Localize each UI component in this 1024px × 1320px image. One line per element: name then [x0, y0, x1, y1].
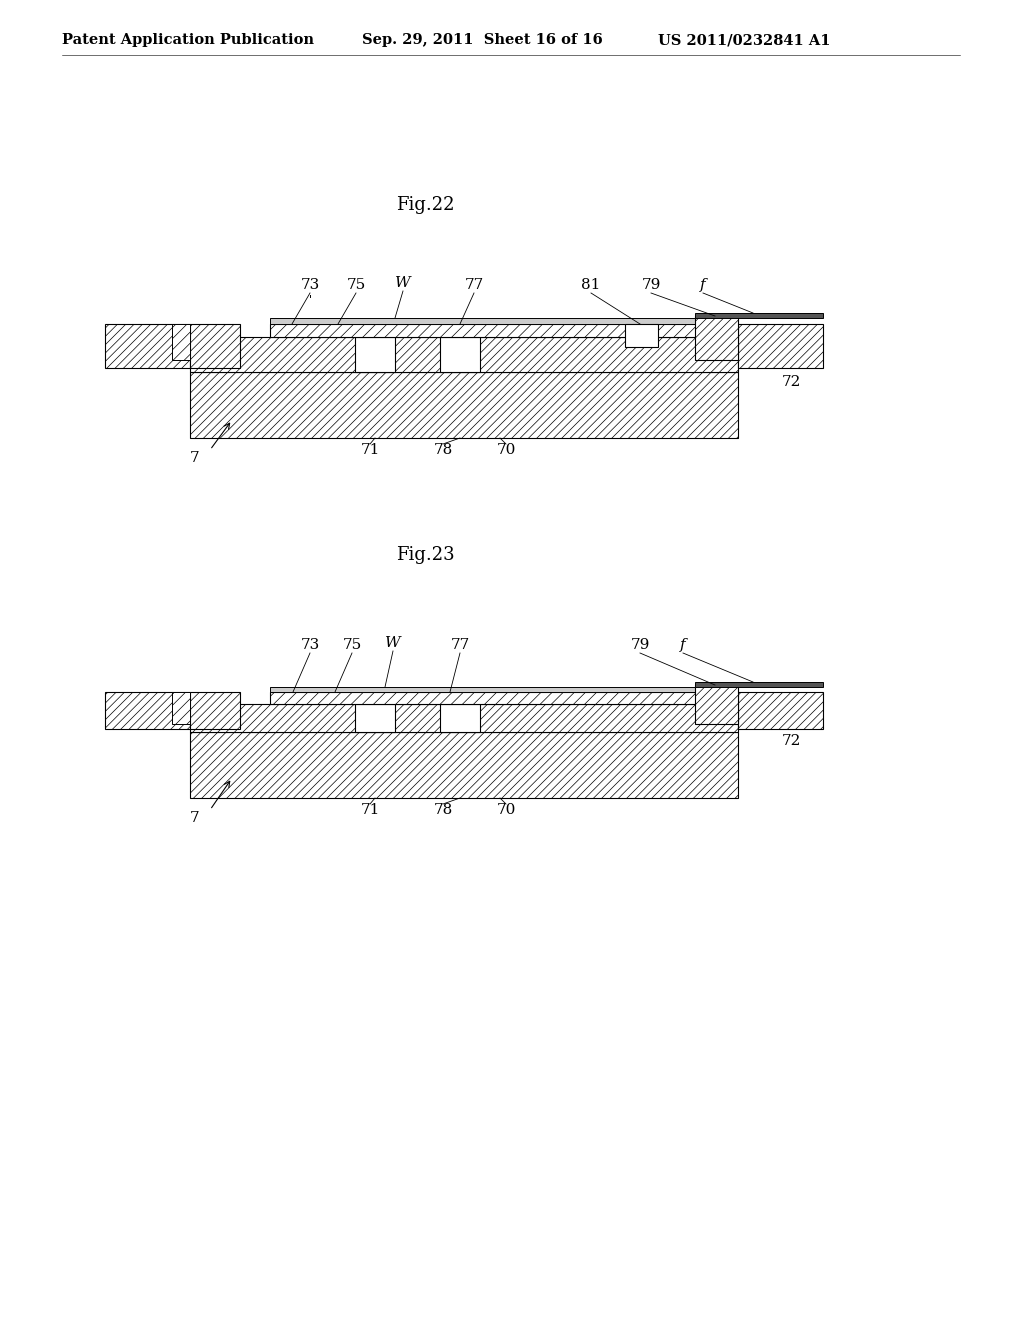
Text: 71: 71 — [360, 803, 380, 817]
Text: 77: 77 — [464, 279, 483, 292]
Bar — [738, 323, 823, 368]
Text: 75: 75 — [346, 279, 366, 292]
Text: US 2011/0232841 A1: US 2011/0232841 A1 — [658, 33, 830, 48]
Text: 77: 77 — [451, 638, 470, 652]
Bar — [190, 372, 738, 438]
Bar — [190, 323, 240, 368]
Text: 7: 7 — [190, 810, 200, 825]
Text: 70: 70 — [497, 803, 516, 817]
Bar — [270, 686, 730, 692]
Text: 78: 78 — [433, 803, 453, 817]
Bar — [172, 323, 190, 360]
Bar — [355, 337, 395, 372]
Text: 71: 71 — [360, 444, 380, 457]
Text: f: f — [700, 279, 706, 292]
Text: Fig.23: Fig.23 — [395, 546, 455, 564]
Text: Patent Application Publication: Patent Application Publication — [62, 33, 314, 48]
Bar — [695, 313, 823, 318]
Text: 7: 7 — [190, 451, 200, 465]
Bar — [270, 323, 730, 337]
Bar — [440, 704, 480, 733]
Bar — [625, 323, 658, 347]
Text: f: f — [680, 638, 686, 652]
Bar — [105, 323, 190, 368]
Text: W: W — [395, 276, 411, 290]
Text: W: W — [385, 636, 400, 649]
Text: 79: 79 — [641, 279, 660, 292]
Text: 73: 73 — [300, 279, 319, 292]
Bar — [695, 682, 823, 686]
Bar — [105, 692, 190, 729]
Text: 78: 78 — [433, 444, 453, 457]
Text: 81: 81 — [582, 279, 601, 292]
Bar — [355, 704, 395, 733]
Bar — [172, 692, 190, 723]
Text: 73: 73 — [300, 638, 319, 652]
Bar — [190, 692, 240, 729]
Text: Sep. 29, 2011  Sheet 16 of 16: Sep. 29, 2011 Sheet 16 of 16 — [362, 33, 603, 48]
Bar — [695, 685, 738, 723]
Text: 72: 72 — [782, 734, 802, 748]
Text: 70: 70 — [497, 444, 516, 457]
Bar — [738, 692, 823, 729]
Bar — [270, 692, 730, 704]
Bar — [695, 315, 738, 360]
Bar — [440, 337, 480, 372]
Text: 72: 72 — [782, 375, 802, 389]
Bar — [190, 733, 738, 799]
Text: 79: 79 — [631, 638, 649, 652]
Text: Fig.22: Fig.22 — [395, 195, 455, 214]
Bar — [270, 318, 730, 323]
Text: 75: 75 — [342, 638, 361, 652]
Bar — [190, 704, 738, 733]
Bar — [190, 337, 738, 372]
